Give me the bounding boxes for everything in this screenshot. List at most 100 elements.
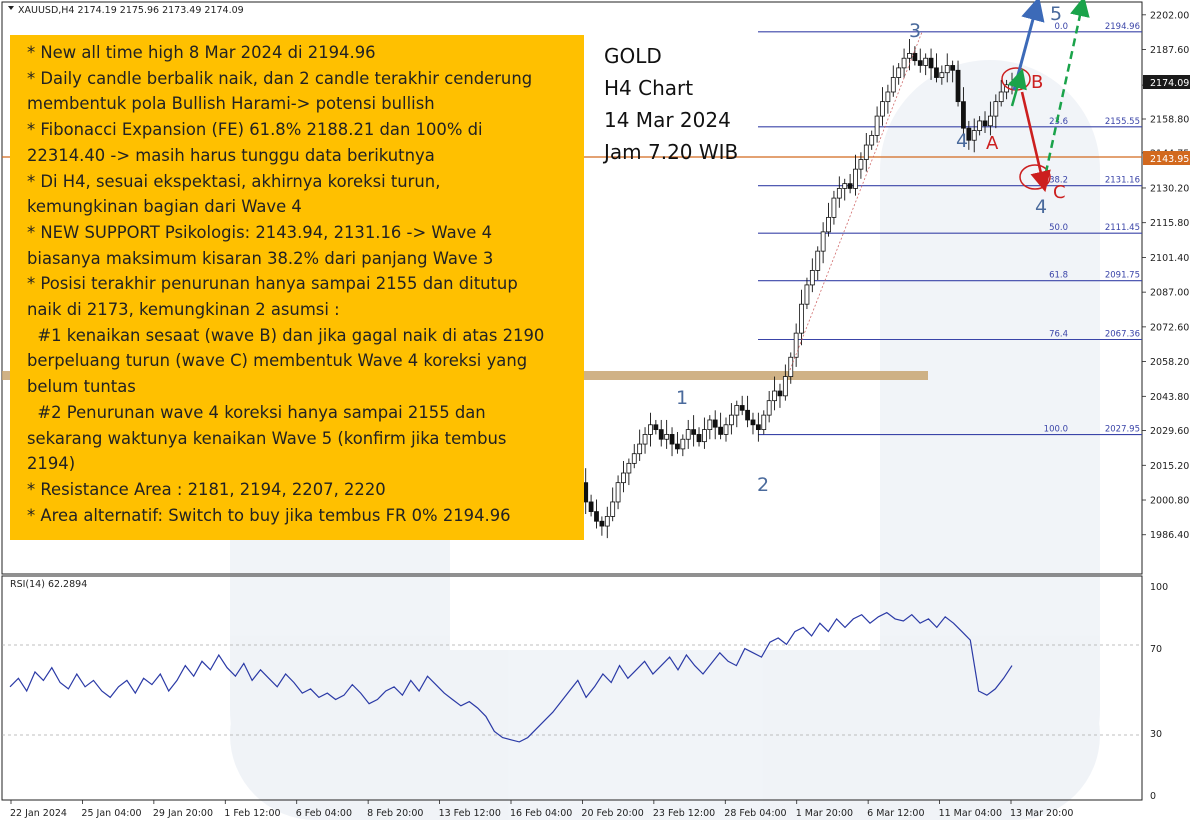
candle-body: [901, 57, 907, 69]
candle-body: [815, 250, 821, 271]
candle-body: [728, 414, 734, 426]
candle-body: [793, 332, 799, 358]
title-symbol: GOLD: [604, 44, 662, 68]
rsi-line: [9, 611, 1013, 743]
fib-ratio-label: 0.0: [1054, 22, 1068, 32]
candle-body: [988, 115, 993, 127]
fib-ratio-label: 23.6: [1049, 117, 1068, 127]
dropdown-triangle-icon[interactable]: [8, 6, 14, 10]
current-price-label: 2174.09: [1150, 78, 1189, 89]
fib-ratio-label: 61.8: [1049, 271, 1068, 281]
alternate-wave5-arrow: [1041, 0, 1090, 187]
note-line: 2194): [27, 454, 76, 474]
price-panel-frame: [1, 1, 1143, 575]
candle-body: [890, 77, 896, 93]
candle-body: [880, 101, 885, 117]
time-tick-label: 11 Mar 04:00: [939, 808, 1002, 819]
note-line: #2 Penurunan wave 4 koreksi hanya sampai…: [27, 402, 486, 422]
candle-body: [702, 429, 707, 443]
candle-body: [718, 426, 724, 435]
price-tick-label: 2130.20: [1150, 183, 1189, 194]
price-tick-label: 2115.80: [1150, 218, 1189, 229]
price-tick-label: 2202.00: [1150, 10, 1189, 21]
candle-body: [885, 91, 891, 103]
note-line: biasanya maksimum kisaran 38.2% dari pan…: [27, 248, 494, 268]
current-price-tag: 2174.09: [1143, 75, 1190, 89]
candle-body: [755, 424, 761, 431]
title-time: Jam 7.20 WIB: [604, 140, 739, 164]
wave-label-b: B: [1031, 72, 1043, 93]
time-tick-label: 6 Mar 12:00: [867, 808, 924, 819]
price-axis: 2202.002187.602172.852158.802144.752130.…: [1142, 10, 1189, 541]
candle-body: [977, 120, 983, 131]
candle-body: [642, 434, 648, 445]
wave-label-4: 4: [956, 130, 968, 152]
candle-body: [761, 414, 767, 431]
note-line: * Daily candle berbalik naik, dan 2 cand…: [27, 68, 533, 88]
candle-body: [858, 159, 864, 170]
price-tick-label: 2000.80: [1150, 496, 1189, 507]
time-tick-label: 16 Feb 04:00: [510, 808, 572, 819]
candle-body: [658, 429, 664, 440]
price-tick-label: 2101.40: [1150, 253, 1189, 264]
time-tick-label: 8 Feb 20:00: [367, 808, 423, 819]
wave-label-5: 5: [1050, 3, 1062, 25]
candle-body: [626, 462, 632, 474]
candle-body: [971, 130, 977, 141]
price-tick-label: 1986.40: [1150, 530, 1189, 541]
rsi-panel-frame: [1, 575, 1143, 801]
candle-body: [680, 438, 686, 450]
candle-body: [610, 501, 616, 517]
rsi-tick-label: 70: [1150, 644, 1162, 655]
note-line: * NEW SUPPORT Psikologis: 2143.94, 2131.…: [27, 222, 493, 242]
title-date: 14 Mar 2024: [604, 108, 731, 132]
price-tick-label: 2187.60: [1150, 45, 1189, 56]
candle-body: [788, 356, 794, 377]
candle-body: [685, 429, 691, 440]
candle-body: [842, 183, 848, 189]
price-tick-label: 2058.20: [1150, 357, 1189, 368]
fib-price-label: 2155.55: [1105, 117, 1140, 127]
candle-body: [707, 419, 713, 431]
note-line: membentuk pola Bullish Harami-> potensi …: [27, 94, 435, 114]
candle-body: [734, 405, 740, 416]
candle-body: [961, 101, 966, 129]
time-tick-label: 13 Mar 20:00: [1010, 808, 1073, 819]
candle-body: [588, 501, 594, 512]
time-tick-label: 22 Jan 2024: [10, 808, 67, 819]
candle-body: [675, 443, 680, 450]
candle-body: [836, 188, 842, 199]
candle-body: [723, 424, 729, 435]
candle-body: [912, 53, 918, 62]
wave-label-3: 3: [909, 20, 921, 42]
note-line: * Di H4, sesuai ekspektasi, akhirnya kor…: [27, 171, 441, 191]
candle-body: [955, 69, 961, 103]
fib-ratio-label: 38.2: [1049, 176, 1068, 186]
candle-body: [621, 472, 626, 484]
candle-body: [928, 57, 934, 69]
rsi-tick-label: 100: [1150, 582, 1168, 593]
candle-body: [826, 216, 831, 233]
candle-body: [907, 53, 912, 59]
wave-c-down-arrow: [1020, 91, 1051, 193]
candle-body: [599, 520, 605, 527]
note-line: * Area alternatif: Switch to buy jika te…: [27, 505, 511, 525]
wave-label-a: A: [986, 133, 999, 154]
candle-body: [939, 72, 945, 78]
candle-body: [750, 419, 756, 426]
candle-body: [863, 144, 869, 160]
time-tick-label: 20 Feb 20:00: [581, 808, 643, 819]
wave3-guide-line: [789, 31, 923, 371]
candle-body: [604, 516, 610, 527]
candle-body: [766, 400, 772, 416]
candle-body: [637, 443, 643, 455]
candle-body: [782, 376, 788, 397]
rsi-tick-label: 30: [1150, 729, 1162, 740]
candle-body: [691, 429, 697, 435]
wave-label-c: C: [1053, 182, 1066, 203]
time-tick-label: 1 Mar 20:00: [796, 808, 853, 819]
fib-price-label: 2027.95: [1105, 425, 1140, 435]
note-line: naik di 2173, kemungkinan 2 asumsi :: [27, 300, 340, 320]
candle-body: [950, 65, 956, 71]
wave-b-up-arrow: [1007, 68, 1027, 107]
